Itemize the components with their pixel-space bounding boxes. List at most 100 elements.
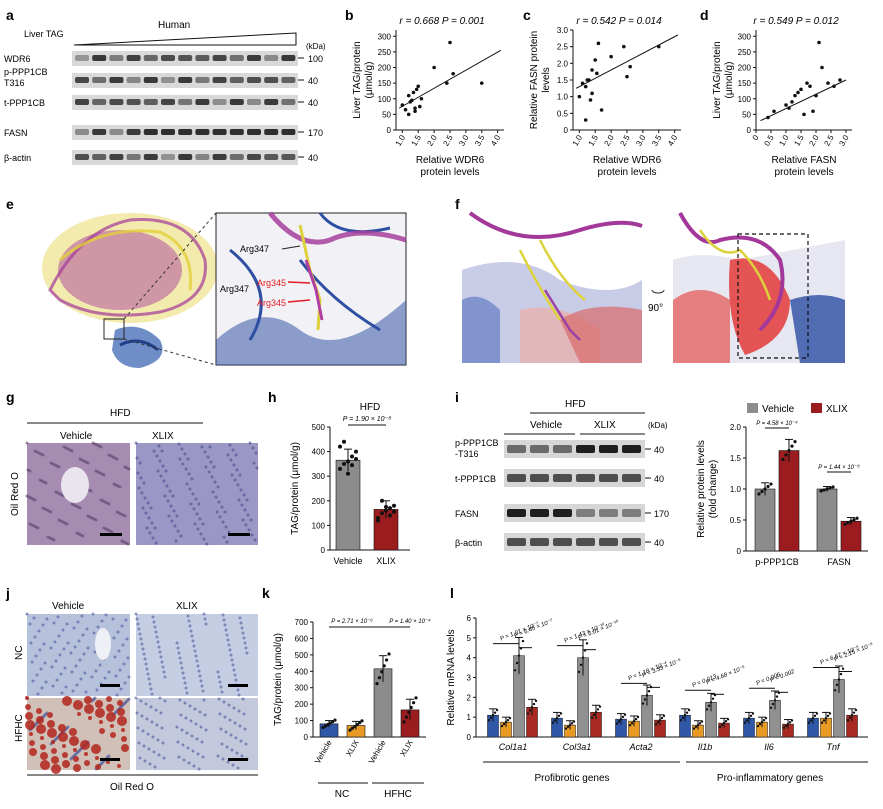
y-tick-label: 3	[467, 674, 472, 683]
data-point	[353, 724, 357, 729]
cell-nucleus	[38, 478, 42, 482]
lipid-droplet	[69, 728, 77, 736]
group-label: Pro-inflammatory genes	[717, 773, 823, 784]
x-tick-label: 1.5	[410, 133, 424, 148]
data-point	[384, 508, 388, 513]
cell-nucleus	[147, 677, 151, 681]
cell-nucleus	[145, 526, 149, 530]
group-label: Profibrotic genes	[534, 773, 609, 784]
cell-nucleus	[25, 612, 29, 616]
gene-label: Acta2	[628, 742, 652, 752]
data-point	[662, 714, 666, 718]
data-point	[658, 718, 662, 722]
data-point	[321, 725, 325, 730]
x-tick-label: 2.5	[441, 133, 455, 148]
cell-nucleus	[255, 466, 259, 470]
x-tick-label: 1.0	[571, 133, 585, 148]
cell-nucleus	[145, 717, 149, 721]
data-point	[445, 81, 449, 85]
cell-nucleus	[42, 642, 46, 646]
protein-zoom-image: Arg347 Arg347 Arg345 Arg345	[215, 211, 407, 366]
data-point	[495, 708, 499, 712]
blot-band	[576, 474, 595, 482]
data-point	[711, 697, 715, 700]
blot-band	[553, 509, 572, 517]
x-tick-label: 4.0	[666, 133, 680, 148]
bar	[778, 450, 800, 552]
x-axis-label: Relative WDR6 protein levels	[593, 155, 662, 178]
y-tick-label: 0	[564, 126, 569, 135]
cell-nucleus	[208, 445, 212, 449]
cell-nucleus	[230, 473, 234, 477]
data-point	[760, 720, 764, 724]
cell-nucleus	[178, 698, 182, 702]
data-point	[758, 722, 762, 726]
lipid-droplet	[73, 700, 83, 710]
data-point	[784, 724, 788, 728]
data-point	[822, 719, 826, 722]
x-tick-label: 1.5	[587, 133, 601, 148]
blot-i-row-label: β-actin	[455, 538, 482, 548]
data-point	[333, 718, 337, 722]
cell-nucleus	[162, 670, 166, 674]
data-point	[360, 719, 364, 723]
cell-nucleus	[239, 739, 243, 743]
blot-band	[109, 55, 124, 61]
blot-band	[92, 154, 107, 160]
cell-nucleus	[180, 447, 184, 451]
data-point	[590, 91, 594, 96]
cell-nucleus	[184, 467, 188, 471]
category-label: XLIX	[344, 738, 361, 758]
data-point	[568, 723, 572, 727]
blot-a-kda: 40	[308, 98, 318, 108]
data-point	[645, 694, 649, 697]
cell-nucleus	[54, 659, 58, 663]
blot-band	[264, 129, 279, 135]
y-tick-label: 100	[312, 521, 326, 530]
cell-nucleus	[254, 451, 258, 455]
bar-chart-h: 0 100 200 300 400 500 Vehicle XLIX HFD P = 1.90 ×…	[290, 402, 410, 566]
cell-nucleus	[92, 631, 96, 635]
cell-nucleus	[184, 716, 188, 720]
cell-nucleus	[240, 754, 244, 758]
data-point	[807, 721, 811, 724]
data-point	[654, 723, 658, 726]
cell-nucleus	[230, 748, 234, 752]
y-axis-label: Relative protein levels(fold change)	[696, 440, 719, 538]
data-point	[609, 54, 613, 59]
cell-nucleus	[29, 641, 33, 645]
panel-label-e: e	[6, 196, 14, 212]
hfhc-row-label: HFHC	[14, 714, 25, 742]
data-point	[788, 721, 792, 724]
cell-nucleus	[188, 487, 192, 491]
cell-nucleus	[28, 622, 32, 626]
y-tick-label: 200	[295, 700, 309, 709]
data-point	[852, 518, 856, 522]
blot-a-kda: 40	[308, 153, 318, 163]
blot-band	[264, 154, 279, 160]
panel-a-western-blot: Liver TAG Human (kDa) WDR6 100 p-PPP1CB T31…	[4, 20, 326, 165]
cell-nucleus	[115, 510, 119, 514]
cell-nucleus	[144, 702, 148, 706]
blot-band	[178, 77, 193, 83]
cell-nucleus	[171, 494, 175, 498]
cell-nucleus	[146, 501, 150, 505]
blot-band	[92, 129, 107, 135]
cell-nucleus	[244, 646, 248, 650]
lipid-droplet	[95, 764, 101, 770]
cell-nucleus	[206, 455, 210, 459]
data-point	[787, 448, 791, 453]
liver-tag-label: Liver TAG	[24, 29, 64, 39]
cell-nucleus	[147, 516, 151, 520]
x-tick-label: 3.0	[634, 133, 648, 148]
gradient-wedge	[73, 32, 297, 46]
cell-nucleus	[164, 469, 168, 473]
data-point	[846, 719, 850, 722]
blot-band	[126, 154, 141, 160]
x-tick-label: 2.5	[822, 133, 836, 148]
cell-nucleus	[237, 693, 241, 697]
cell-nucleus	[143, 759, 147, 763]
category-label: Vehicle	[333, 556, 362, 566]
lipid-droplet	[25, 704, 31, 710]
